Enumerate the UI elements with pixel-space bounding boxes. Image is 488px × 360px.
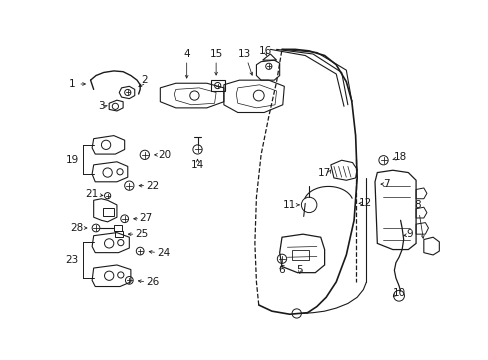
Bar — [103, 208, 114, 216]
Text: 2: 2 — [141, 75, 148, 85]
Text: 6: 6 — [277, 265, 284, 275]
Text: 25: 25 — [135, 229, 148, 239]
Bar — [291, 249, 308, 260]
Text: 28: 28 — [70, 223, 83, 233]
Bar — [115, 231, 123, 237]
Text: 22: 22 — [145, 181, 159, 191]
Text: 5: 5 — [296, 265, 303, 275]
Text: 15: 15 — [209, 49, 223, 59]
Text: 8: 8 — [413, 200, 420, 210]
Bar — [114, 225, 122, 231]
Text: 9: 9 — [406, 229, 412, 239]
Text: 26: 26 — [145, 277, 159, 287]
Text: 10: 10 — [392, 288, 405, 298]
Text: 1: 1 — [68, 79, 75, 89]
Text: 20: 20 — [158, 150, 171, 160]
Text: 18: 18 — [393, 152, 407, 162]
Text: 27: 27 — [140, 213, 153, 223]
Text: 17: 17 — [317, 167, 330, 177]
Bar — [210, 80, 224, 91]
Text: 19: 19 — [65, 155, 79, 165]
Text: 7: 7 — [383, 179, 389, 189]
Text: 4: 4 — [183, 49, 190, 59]
Text: 21: 21 — [85, 189, 99, 199]
Text: 16: 16 — [259, 46, 272, 56]
Text: 14: 14 — [190, 160, 203, 170]
Text: 23: 23 — [65, 255, 79, 265]
Text: 12: 12 — [358, 198, 371, 208]
Text: 13: 13 — [237, 49, 250, 59]
Text: 24: 24 — [157, 248, 170, 258]
Text: 11: 11 — [283, 200, 296, 210]
Text: 3: 3 — [98, 101, 104, 111]
